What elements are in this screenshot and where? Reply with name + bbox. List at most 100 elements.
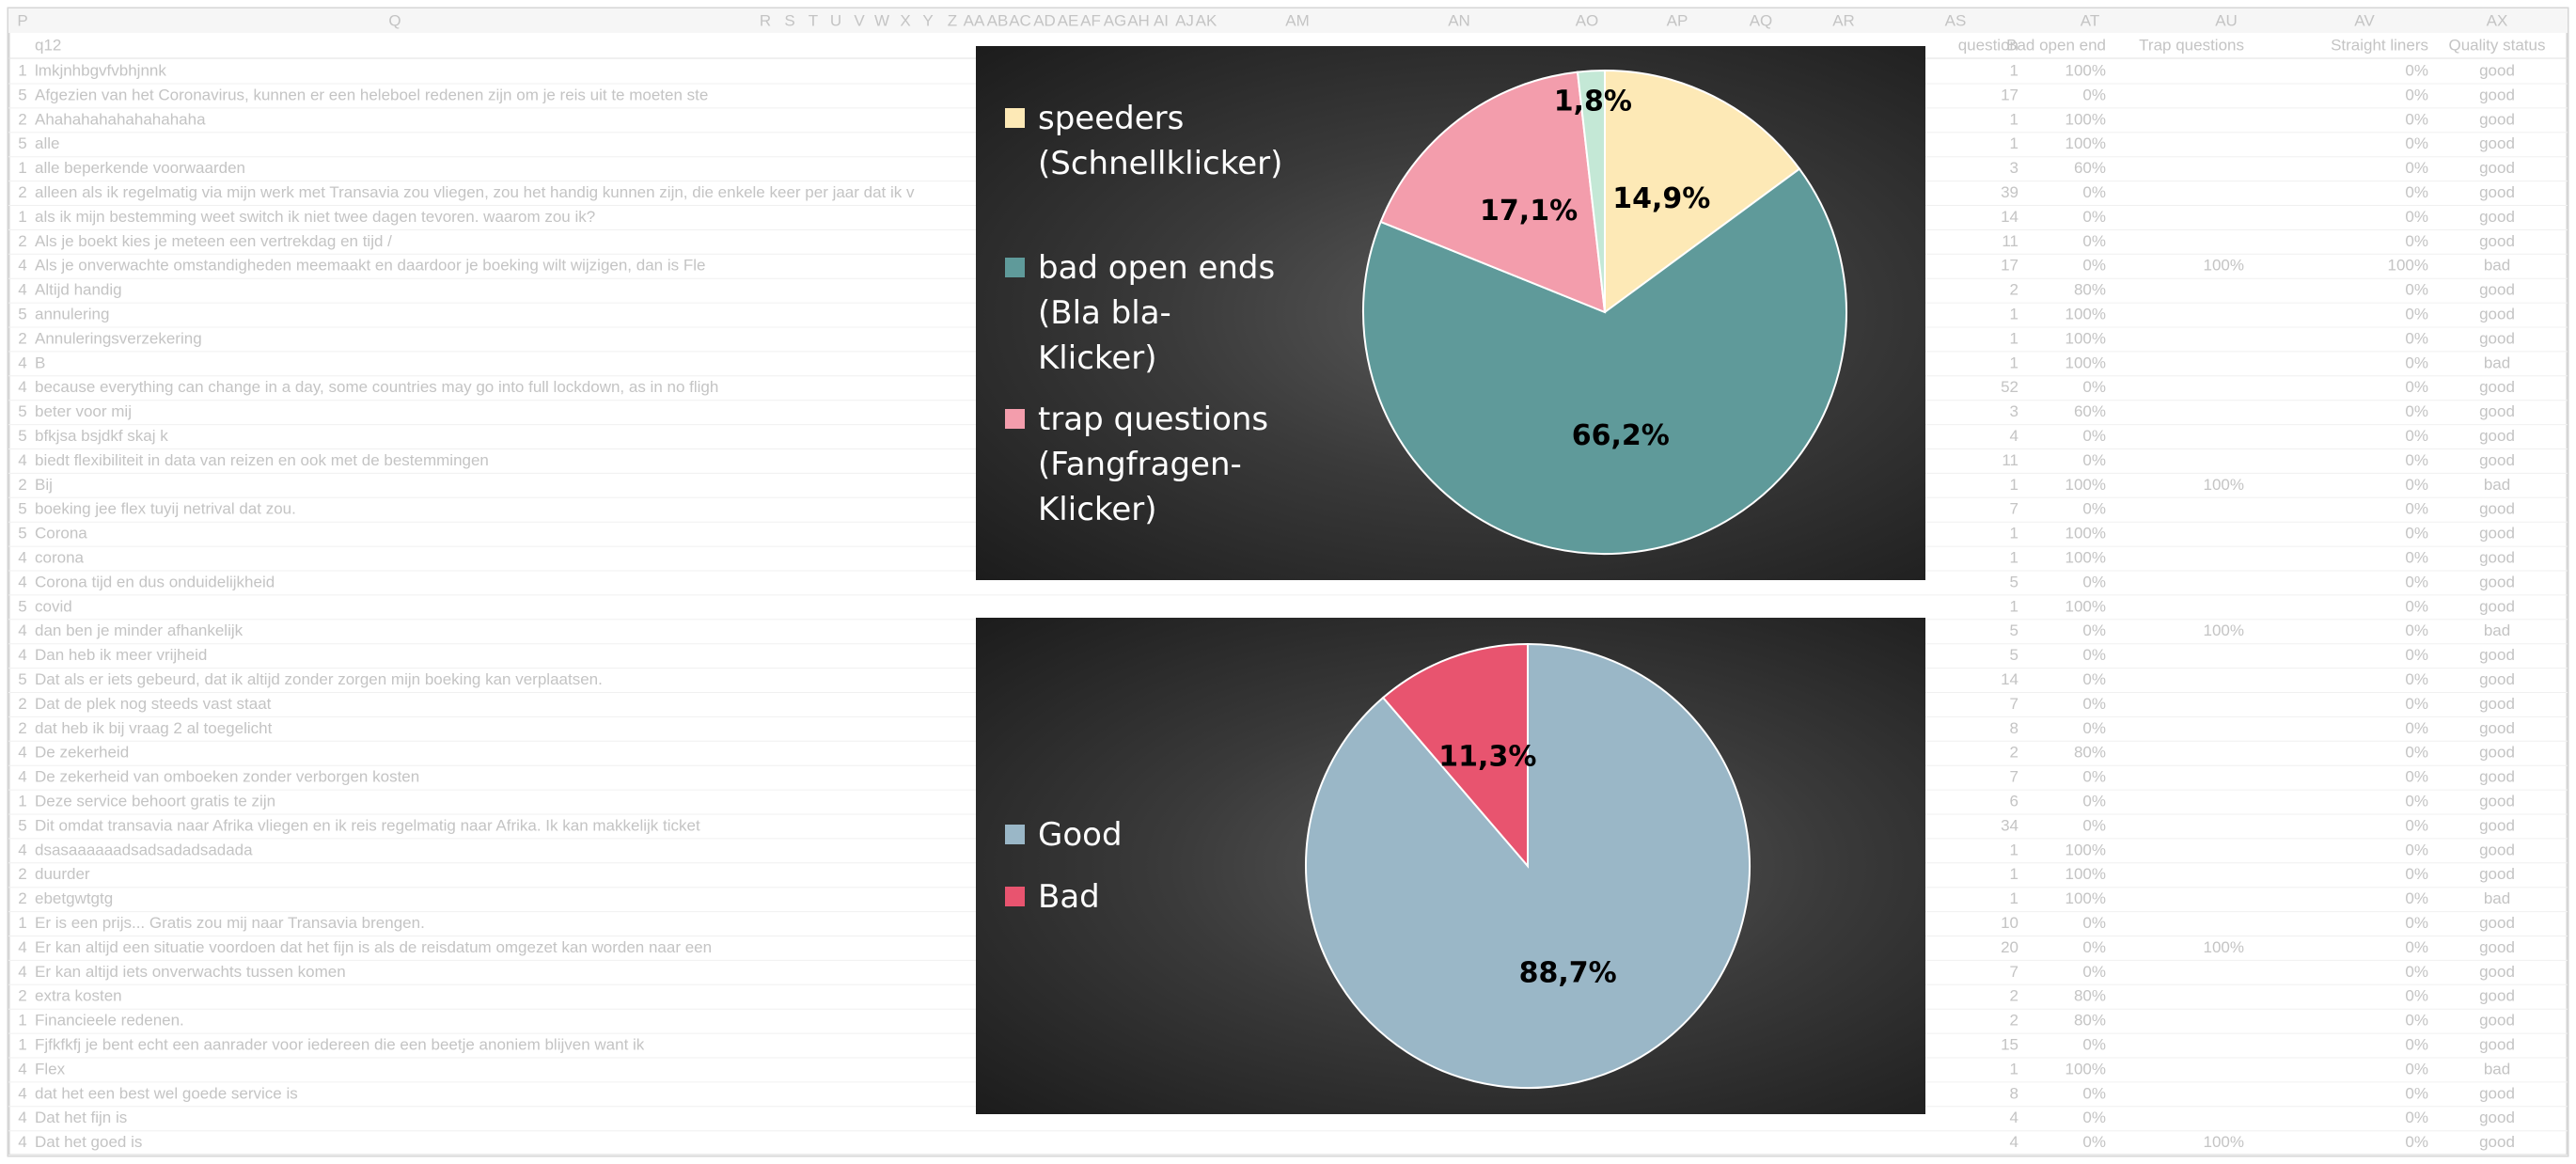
cell: good	[2479, 938, 2515, 956]
cell: duurder	[35, 865, 90, 883]
cell: 1	[2010, 1060, 2018, 1077]
cell: Ahahahahahahahahaha	[35, 110, 206, 128]
cell: Bij	[35, 476, 53, 494]
cell: 2	[18, 695, 26, 713]
cell: 7	[2010, 500, 2018, 518]
cell: 0%	[2405, 1012, 2428, 1030]
cell: Er kan altijd een situatie voordoen dat …	[35, 938, 712, 956]
column-letter: Q	[388, 11, 401, 29]
cell: 1	[2010, 134, 2018, 152]
cell: 100%	[2066, 1060, 2106, 1077]
cell: 0%	[2405, 792, 2428, 810]
cell: ebetgwtgtg	[35, 889, 113, 907]
cell: good	[2479, 597, 2515, 615]
cell: good	[2479, 548, 2515, 566]
cell: bad	[2484, 621, 2510, 639]
cell: 0%	[2405, 402, 2428, 420]
cell: 80%	[2074, 744, 2106, 762]
column-letter: AM	[1285, 11, 1310, 29]
cell: 0%	[2405, 1060, 2428, 1077]
chart-panel: 88,7% 11,3% Good Bad	[976, 618, 1925, 1114]
cell: 0%	[2405, 573, 2428, 590]
cell: 4	[2010, 1133, 2018, 1151]
cell: Er kan altijd iets onverwachts tussen ko…	[35, 963, 346, 981]
cell: 80%	[2074, 987, 2106, 1005]
cell: Fjfkfkfj je bent echt een aanrader voor …	[35, 1035, 645, 1053]
cell: Altijd handig	[35, 281, 122, 299]
cell: 1	[18, 61, 26, 79]
cell: good	[2479, 159, 2515, 177]
cell: covid	[35, 597, 72, 615]
cell: 100%	[2066, 476, 2106, 494]
cell: 0%	[2082, 378, 2106, 396]
cell: 6	[2010, 792, 2018, 810]
cell: 4	[18, 938, 26, 956]
data-label: 88,7%	[1519, 957, 1617, 990]
column-letter: AO	[1576, 11, 1599, 29]
cell: 2	[2010, 281, 2018, 299]
cell: De zekerheid	[35, 744, 129, 762]
cell: 0%	[2082, 914, 2106, 932]
data-label: 17,1%	[1480, 195, 1578, 228]
cell: Er is een prijs... Gratis zou mij naar T…	[35, 914, 425, 932]
column-letter: R	[760, 11, 771, 29]
cell: 0%	[2082, 963, 2106, 981]
cell: 3	[2010, 159, 2018, 177]
cell: 7	[2010, 963, 2018, 981]
cell: 1	[2010, 597, 2018, 615]
cell: good	[2479, 305, 2515, 322]
cell: good	[2479, 451, 2515, 469]
cell: 0%	[2082, 621, 2106, 639]
cell: bad	[2484, 257, 2510, 275]
cell: 0%	[2082, 719, 2106, 737]
cell: 5	[2010, 621, 2018, 639]
cell: 2	[2010, 1012, 2018, 1030]
cell: 0%	[2405, 329, 2428, 347]
cell: 0%	[2082, 695, 2106, 713]
cell: 1	[2010, 525, 2018, 543]
cell: bad	[2484, 1060, 2510, 1077]
legend-item: Bad	[1005, 874, 1278, 920]
cell: good	[2479, 329, 2515, 347]
cell: alleen als ik regelmatig via mijn werk m…	[35, 183, 915, 201]
cell: good	[2479, 719, 2515, 737]
cell: extra kosten	[35, 987, 122, 1005]
cell: 0%	[2082, 257, 2106, 275]
cell: 0%	[2405, 110, 2428, 128]
cell: 1	[2010, 476, 2018, 494]
cell: 20	[2001, 938, 2018, 956]
cell: good	[2479, 987, 2515, 1005]
column-letter: AK	[1196, 11, 1217, 29]
column-letter: AX	[2487, 11, 2508, 29]
cell: 0%	[2082, 500, 2106, 518]
column-letter: AC	[1009, 11, 1031, 29]
pie-slice	[1576, 69, 1606, 313]
cell: 0%	[2405, 914, 2428, 932]
cell: 0%	[2405, 500, 2428, 518]
cell: Dat het goed is	[35, 1133, 142, 1151]
cell: good	[2479, 914, 2515, 932]
column-header: Straight liners	[2331, 36, 2428, 54]
cell: 4	[18, 573, 26, 590]
cell: Financieele redenen.	[35, 1012, 184, 1030]
cell: 2	[18, 476, 26, 494]
cell: good	[2479, 744, 2515, 762]
column-letter: W	[874, 11, 889, 29]
cell: Als je boekt kies je meteen een vertrekd…	[35, 232, 392, 250]
column-header: Bad open end	[2006, 36, 2106, 54]
column-letter: X	[900, 11, 910, 29]
cell: 0%	[2405, 305, 2428, 322]
cell: good	[2479, 183, 2515, 201]
cell: 17	[2001, 86, 2018, 103]
cell: 0%	[2405, 987, 2428, 1005]
cell: Deze service behoort gratis te zijn	[35, 792, 275, 810]
cell: 17	[2001, 257, 2018, 275]
legend-label: speeders (Schnellklicker)	[1038, 100, 1283, 182]
cell: 0%	[2405, 208, 2428, 226]
cell: 0%	[2405, 719, 2428, 737]
cell: 100%	[2204, 1133, 2244, 1151]
legend-swatch	[1005, 258, 1025, 277]
cell: 0%	[2405, 768, 2428, 786]
cell: 0%	[2405, 281, 2428, 299]
